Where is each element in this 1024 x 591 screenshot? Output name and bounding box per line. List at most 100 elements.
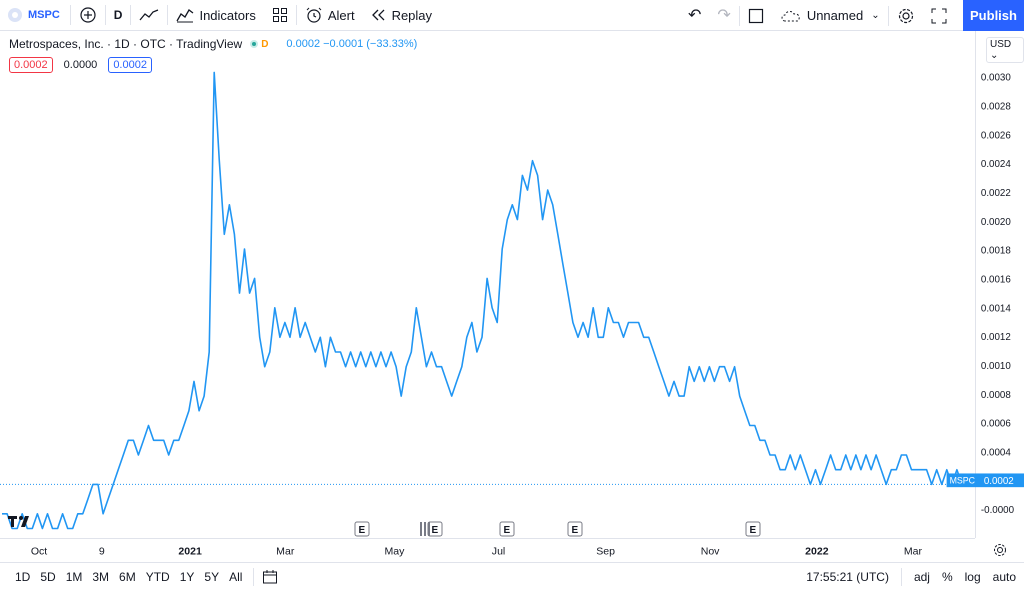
compare-button[interactable] [71,0,105,31]
y-tick-label: 0.0004 [981,447,1011,458]
range-5d[interactable]: 5D [40,569,56,584]
replay-button[interactable]: Replay [363,0,440,31]
undo-icon: ↶ [688,6,702,24]
range-ytd[interactable]: YTD [145,569,170,584]
fullscreen-layout-button[interactable] [740,0,772,31]
event-marker-label: E [504,525,511,536]
cloud-icon [781,10,800,21]
add-circle-icon [80,7,96,23]
date-ranges: 1D 5D 1M 3M 6M YTD 1Y 5Y All [0,570,247,584]
top-toolbar: MSPC D Indicators [0,0,1024,31]
x-tick-label: Oct [31,545,47,557]
range-1m[interactable]: 1M [65,569,83,584]
y-tick-label: 0.0016 [981,274,1011,285]
x-tick-label: May [384,545,405,557]
event-marker-label: E [359,525,366,536]
event-marker-box [354,521,370,537]
redo-icon: ↷ [717,6,731,24]
range-3m[interactable]: 3M [92,569,110,584]
chevron-down-icon: ⌄ [871,10,880,21]
calendar-icon[interactable] [262,569,278,585]
interval-button[interactable]: D [113,8,123,22]
x-tick-label: Mar [904,545,923,557]
earnings-event-marker[interactable]: E [354,521,370,537]
event-marker-stack [420,522,422,536]
percent-toggle[interactable]: % [941,570,953,584]
auto-toggle[interactable]: auto [992,570,1016,584]
rewind-icon [371,9,385,21]
templates-button[interactable] [264,0,296,31]
redo-button[interactable]: ↷ [709,0,738,31]
y-tick-label: 0.0014 [981,303,1011,314]
y-tick-label: 0.0008 [981,390,1011,401]
log-toggle[interactable]: log [964,570,981,584]
chart-type-button[interactable] [131,0,167,31]
price-series-line [2,71,963,530]
indicators-button[interactable]: Indicators [168,0,263,31]
earnings-event-marker[interactable]: E [745,521,761,537]
y-tick-label: -0.0000 [981,505,1015,516]
earnings-event-marker[interactable]: E [567,521,583,537]
fullscreen-button[interactable] [923,0,955,31]
y-tick-label: 0.0010 [981,361,1011,372]
y-tick-label: 0.0024 [981,159,1011,170]
x-tick-label: 9 [99,545,105,557]
settings-button[interactable] [889,0,923,31]
symbol-logo-icon [8,8,22,22]
y-tick-label: 0.0028 [981,101,1011,112]
tradingview-logo-icon [8,516,29,527]
undo-button[interactable]: ↶ [680,0,709,31]
clock-time[interactable]: 17:55:21 (UTC) [806,570,889,584]
x-tick-label: Mar [276,545,295,557]
alert-label: Alert [327,7,355,23]
buy-price-box[interactable]: 0.0002 [108,57,152,73]
sell-price-box[interactable]: 0.0002 [9,57,53,73]
indicators-icon [176,9,194,23]
chevron-down-icon: ⌄ [990,50,999,61]
currency-button[interactable]: USD ⌄ [986,37,1024,63]
price-axis[interactable]: 0.0030 0.0028 0.0026 0.0024 0.0022 0.0020 0.00… [946,31,1024,538]
event-marker-box [499,521,515,537]
earnings-event-marker[interactable]: E [499,521,515,537]
x-tick-label: 2021 [178,545,202,557]
time-axis[interactable]: Oct 9 2021 Mar May Jul Sep Nov 2022 Mar [0,538,975,562]
trade-price-boxes: 0.0002 0.0000 0.0002 [9,57,152,73]
gear-icon [898,8,913,23]
range-6m[interactable]: 6M [119,569,136,584]
layout-menu[interactable]: Unnamed ⌄ [772,0,888,31]
delayed-badge: D [261,38,269,50]
layout-name: Unnamed [806,8,864,23]
event-marker-stack [428,522,430,536]
event-marker-box [567,521,583,537]
spread-value: 0.0000 [63,59,98,71]
legend-status: D [250,39,268,50]
x-tick-label: 2022 [805,545,829,557]
event-marker-label: E [572,525,579,536]
event-marker-label: E [750,525,757,536]
last-price-symbol: MSPC [950,476,976,486]
indicators-label: Indicators [199,7,256,23]
range-1d[interactable]: 1D [15,569,31,584]
range-5y[interactable]: 5Y [204,569,220,584]
market-status-icon [250,40,259,48]
earnings-event-marker[interactable]: E [427,521,443,537]
currency-label: USD [990,39,1012,50]
last-price-label: MSPC 0.0002 [946,473,1024,487]
y-tick-label: 0.0006 [981,419,1011,430]
event-marker-label: E [432,525,439,536]
event-marker-stack [424,522,426,536]
last-price-value: 0.0002 [984,476,1014,487]
symbol-search[interactable]: MSPC [0,0,70,31]
y-tick-label: 0.0012 [981,332,1011,343]
range-all[interactable]: All [229,569,243,584]
alert-button[interactable]: Alert [297,0,363,31]
adj-toggle[interactable]: adj [913,570,930,584]
range-1y[interactable]: 1Y [179,569,195,584]
axis-settings-icon[interactable] [992,542,1008,558]
y-tick-label: 0.0022 [981,188,1011,199]
grid-icon [272,8,287,22]
publish-button[interactable]: Publish [963,0,1024,31]
symbol-label: MSPC [28,9,60,21]
line-chart-icon [139,9,159,21]
